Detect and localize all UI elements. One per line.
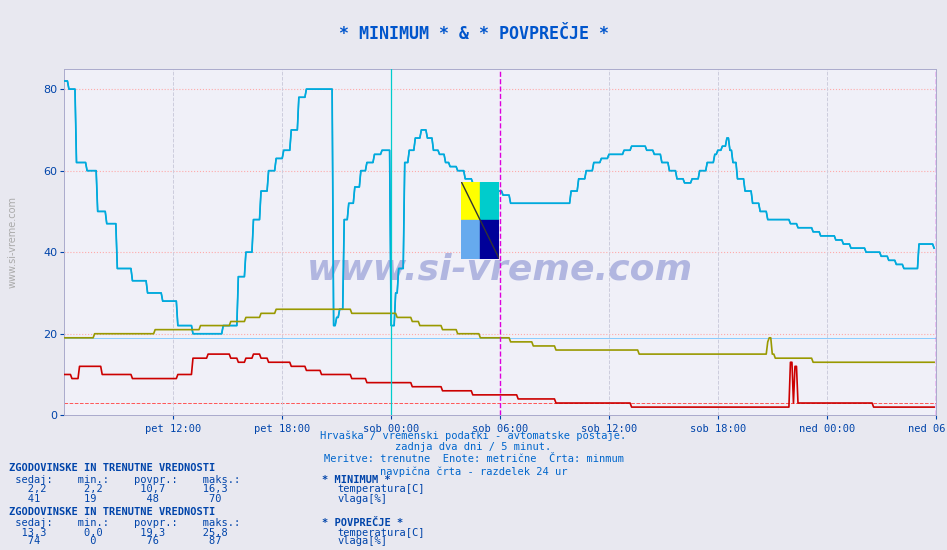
Text: Meritve: trenutne  Enote: metrične  Črta: minmum: Meritve: trenutne Enote: metrične Črta: … <box>324 454 623 464</box>
Text: sedaj:    min.:    povpr.:    maks.:: sedaj: min.: povpr.: maks.: <box>9 475 241 485</box>
Bar <box>461 182 480 220</box>
Text: vlaga[%]: vlaga[%] <box>337 493 387 504</box>
Text: www.si-vreme.com: www.si-vreme.com <box>8 196 17 288</box>
Text: Hrvaška / vremenski podatki - avtomatske postaje.: Hrvaška / vremenski podatki - avtomatske… <box>320 430 627 441</box>
Text: 13,3      0,0      19,3      25,8: 13,3 0,0 19,3 25,8 <box>9 527 228 538</box>
Text: ZGODOVINSKE IN TRENUTNE VREDNOSTI: ZGODOVINSKE IN TRENUTNE VREDNOSTI <box>9 507 216 518</box>
Text: 74        0        76        87: 74 0 76 87 <box>9 536 222 547</box>
Text: sedaj:    min.:    povpr.:    maks.:: sedaj: min.: povpr.: maks.: <box>9 518 241 529</box>
Text: 2,2      2,2      10,7      16,3: 2,2 2,2 10,7 16,3 <box>9 484 228 494</box>
Text: ZGODOVINSKE IN TRENUTNE VREDNOSTI: ZGODOVINSKE IN TRENUTNE VREDNOSTI <box>9 463 216 474</box>
Text: * MINIMUM * & * POVPREČJE *: * MINIMUM * & * POVPREČJE * <box>338 25 609 43</box>
Text: * MINIMUM *: * MINIMUM * <box>322 475 391 485</box>
Bar <box>480 220 499 258</box>
Text: 41       19        48        70: 41 19 48 70 <box>9 493 222 504</box>
Text: navpična črta - razdelek 24 ur: navpična črta - razdelek 24 ur <box>380 466 567 477</box>
Text: temperatura[C]: temperatura[C] <box>337 484 424 494</box>
Bar <box>480 182 499 220</box>
Polygon shape <box>461 220 480 258</box>
Text: temperatura[C]: temperatura[C] <box>337 527 424 538</box>
Text: zadnja dva dni / 5 minut.: zadnja dva dni / 5 minut. <box>396 442 551 452</box>
Text: * POVPREČJE *: * POVPREČJE * <box>322 518 403 529</box>
Text: vlaga[%]: vlaga[%] <box>337 536 387 547</box>
Text: www.si-vreme.com: www.si-vreme.com <box>307 252 693 287</box>
